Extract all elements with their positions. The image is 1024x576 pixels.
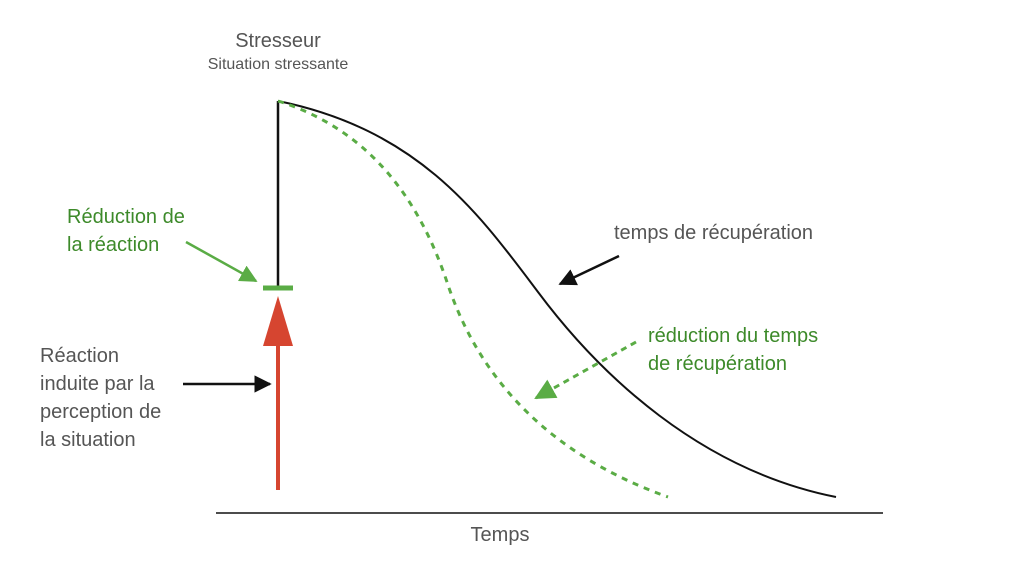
recovery-curve	[277, 100, 837, 498]
recovery-time-label: temps de récupération	[614, 222, 813, 244]
stressor-title: Stresseur	[235, 30, 321, 52]
reduced-recovery-label-line1: réduction du temps	[648, 325, 818, 347]
induced-reaction-label-line3: perception de	[40, 401, 161, 423]
induced-reaction-label-line2: induite par la	[40, 373, 155, 395]
reaction-reduction-pointer-arrow	[185, 240, 258, 283]
stressor-subtitle: Situation stressante	[208, 56, 349, 73]
reduced-recovery-pointer-arrow	[534, 340, 637, 400]
reduced-recovery-label-line2: de récupération	[648, 353, 787, 375]
induced-reaction-label-line1: Réaction	[40, 345, 119, 367]
induced-reaction-label-line4: la situation	[40, 429, 136, 451]
time-axis-label: Temps	[471, 524, 530, 546]
reaction-reduction-label-line2: la réaction	[67, 234, 159, 256]
reduced-recovery-curve	[277, 99, 669, 499]
recovery-time-pointer-arrow	[558, 254, 620, 286]
reaction-reduction-label-line1: Réduction de	[67, 206, 185, 228]
reaction-arrow-icon	[263, 296, 293, 346]
